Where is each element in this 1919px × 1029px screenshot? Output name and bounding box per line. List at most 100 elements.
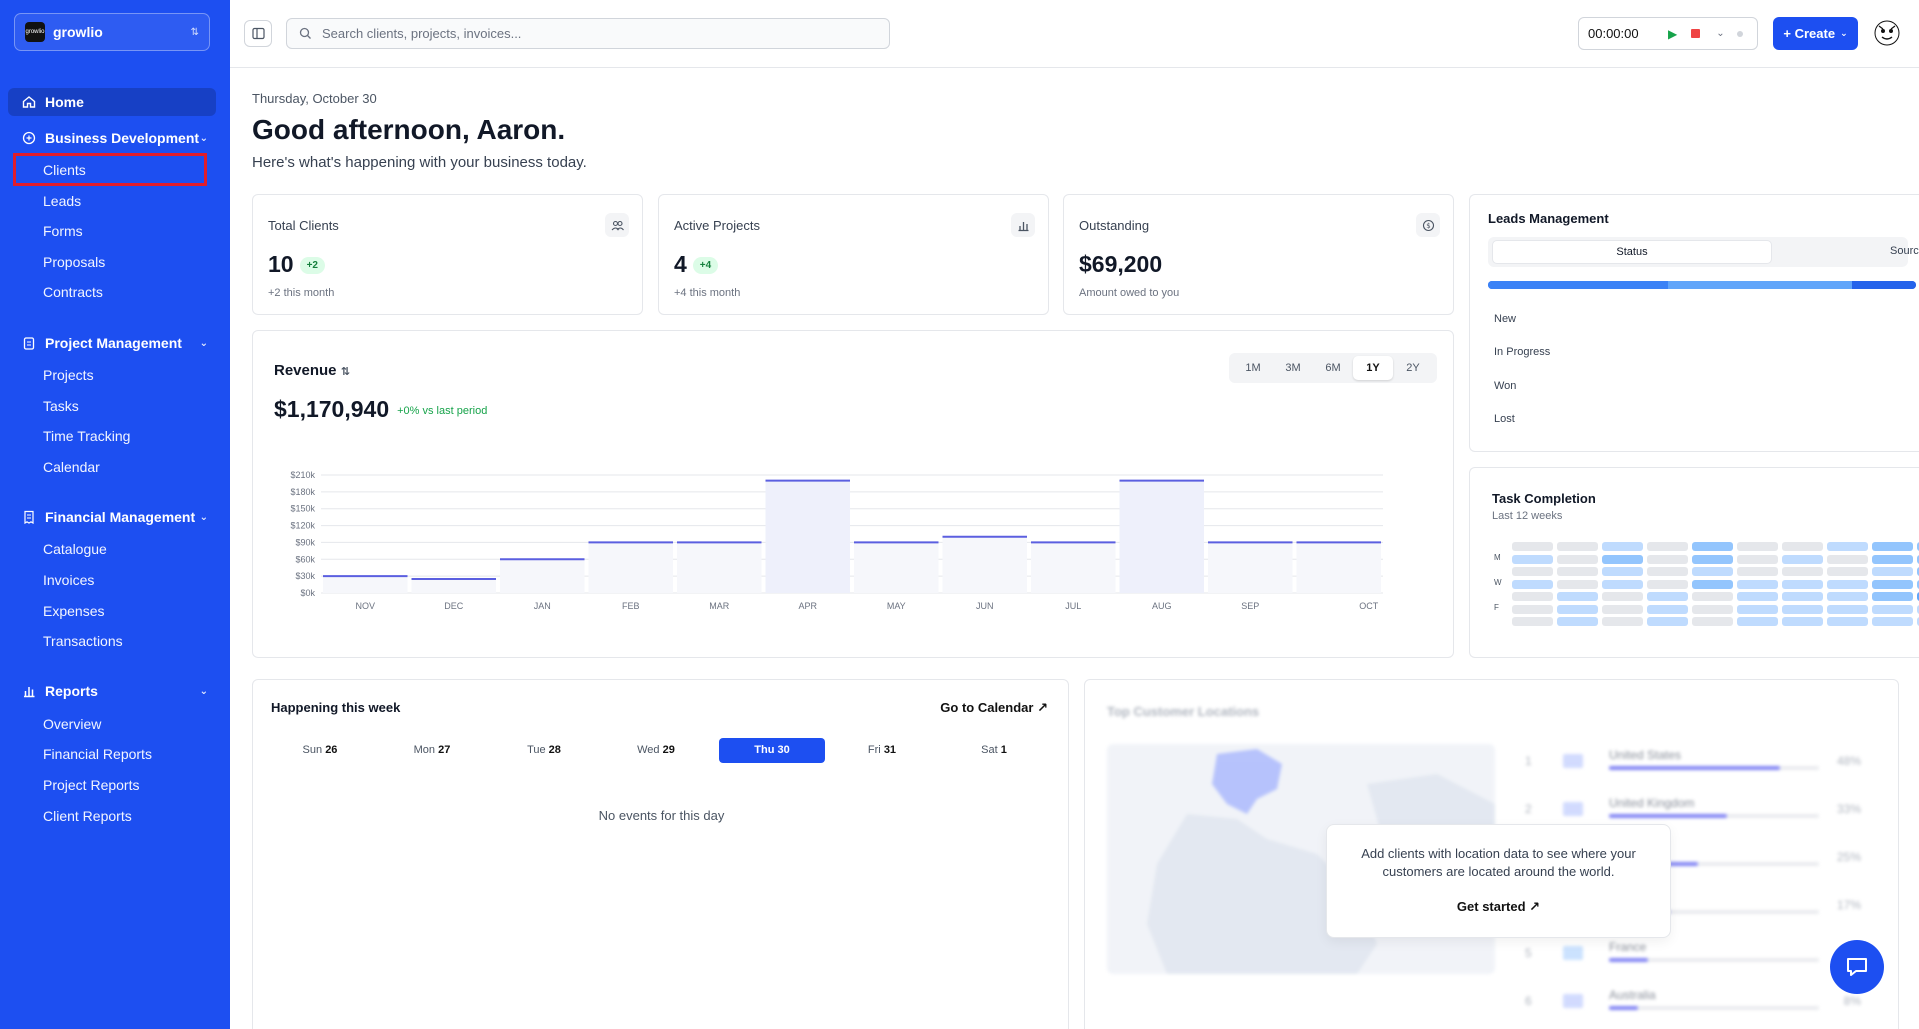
y-tick-label: $90k — [295, 537, 315, 547]
location-percent: 8% — [1843, 994, 1861, 1008]
stat-card-outstanding[interactable]: Outstanding $ $69,200 Amount owed to you — [1063, 194, 1454, 315]
x-tick-label: JUN — [976, 601, 994, 611]
tab-source[interactable]: Source — [1890, 245, 1919, 257]
heatmap-cell — [1692, 604, 1733, 614]
heatmap-cell — [1917, 542, 1919, 551]
sidebar-item-catalogue[interactable]: Catalogue — [43, 541, 107, 557]
search-bar[interactable] — [286, 18, 890, 49]
x-tick-label: MAR — [709, 601, 730, 611]
sidebar-item-overview[interactable]: Overview — [43, 716, 102, 732]
stat-value: 4 +4 — [674, 251, 719, 278]
heatmap-cell — [1827, 579, 1868, 589]
sidebar-group-reports[interactable]: Reports ⌄ — [22, 680, 208, 702]
day-tab-sat[interactable]: Sat 1 — [941, 738, 1047, 763]
create-button[interactable]: + Create ⌄ — [1773, 17, 1858, 50]
sidebar-toggle-button[interactable] — [244, 20, 272, 47]
sidebar-item-project-reports[interactable]: Project Reports — [43, 777, 140, 793]
day-name: Mon — [413, 744, 436, 756]
sidebar-item-clients[interactable]: Clients — [43, 162, 86, 178]
heatmap-cell — [1647, 542, 1688, 551]
day-number: 28 — [548, 744, 561, 756]
go-to-calendar-label: Go to Calendar — [940, 700, 1034, 715]
sidebar-item-expenses[interactable]: Expenses — [43, 603, 105, 619]
sidebar-item-tasks[interactable]: Tasks — [43, 398, 79, 414]
location-share-track — [1609, 766, 1819, 770]
range-3m[interactable]: 3M — [1285, 362, 1301, 374]
range-6m[interactable]: 6M — [1325, 362, 1341, 374]
sidebar-group-financial-management[interactable]: Financial Management ⌄ — [22, 506, 208, 528]
workspace-switcher[interactable]: growlio growlio ⇅ — [14, 13, 210, 51]
range-1m[interactable]: 1M — [1245, 362, 1261, 374]
location-row: 1 United States 48% — [1525, 748, 1865, 794]
sidebar-item-invoices[interactable]: Invoices — [43, 572, 95, 588]
topbar: 00:00:00 ▶ ⌄ + Create ⌄ — [230, 0, 1919, 68]
search-input[interactable] — [322, 26, 862, 41]
y-tick-label: $30k — [295, 571, 315, 581]
sidebar-item-calendar[interactable]: Calendar — [43, 459, 100, 475]
page-subtitle: Here's what's happening with your busine… — [252, 154, 587, 171]
x-tick-label: SEP — [1241, 601, 1259, 611]
sidebar-item-forms[interactable]: Forms — [43, 223, 83, 239]
day-tab-thu[interactable]: Thu 30 — [719, 738, 825, 763]
heatmap-cell — [1692, 617, 1733, 626]
range-2y[interactable]: 2Y — [1406, 362, 1420, 374]
sidebar-item-contracts[interactable]: Contracts — [43, 284, 103, 300]
play-icon[interactable]: ▶ — [1668, 26, 1678, 41]
sidebar-item-home[interactable]: Home — [8, 88, 216, 116]
location-rank: 2 — [1525, 802, 1532, 816]
get-started-link[interactable]: Get started ↗ — [1327, 899, 1670, 915]
day-tab-sun[interactable]: Sun 26 — [267, 738, 373, 763]
sidebar-toggle-icon — [251, 27, 265, 40]
users-icon — [605, 213, 629, 237]
chevron-down-icon: ⌄ — [199, 132, 208, 144]
stop-icon[interactable] — [1691, 29, 1701, 38]
avatar[interactable] — [1872, 18, 1902, 48]
sidebar-group-business-development[interactable]: Business Development ⌄ — [22, 127, 208, 149]
sidebar-item-financial-reports[interactable]: Financial Reports — [43, 746, 152, 762]
x-tick-label: JAN — [534, 601, 551, 611]
go-to-calendar-link[interactable]: Go to Calendar ↗ — [940, 700, 1048, 716]
heatmap-cell — [1692, 542, 1733, 551]
sidebar-item-label: Home — [45, 94, 84, 110]
day-number: 31 — [883, 744, 897, 756]
sidebar-item-proposals[interactable]: Proposals — [43, 254, 106, 270]
sidebar-item-projects[interactable]: Projects — [43, 367, 94, 383]
sidebar-item-time-tracking[interactable]: Time Tracking — [43, 428, 131, 444]
day-tab-fri[interactable]: Fri 31 — [829, 738, 935, 763]
location-share-fill — [1609, 814, 1727, 818]
help-chat-button[interactable] — [1830, 940, 1884, 994]
stat-card-active-projects[interactable]: Active Projects 4 +4 +4 this month — [658, 194, 1049, 315]
tab-status[interactable]: Status — [1492, 240, 1772, 264]
day-tab-tue[interactable]: Tue 28 — [491, 738, 597, 763]
heatmap-cell — [1827, 592, 1868, 601]
x-tick-label: APR — [798, 601, 817, 611]
heatmap-cell — [1737, 617, 1778, 626]
range-1y[interactable]: 1Y — [1353, 356, 1393, 380]
heatmap-cell — [1692, 579, 1733, 589]
stat-card-total-clients[interactable]: Total Clients 10 +2 +2 this month — [252, 194, 643, 315]
location-name: United Kingdom — [1609, 796, 1695, 810]
sidebar-item-transactions[interactable]: Transactions — [43, 633, 123, 649]
sidebar-item-leads[interactable]: Leads — [43, 193, 82, 209]
heatmap-cell — [1782, 579, 1823, 589]
day-tab-mon[interactable]: Mon 27 — [379, 738, 485, 763]
x-tick-label: OCT — [1359, 601, 1379, 611]
revenue-title[interactable]: Revenue ⇅ — [274, 362, 350, 379]
day-tab-wed[interactable]: Wed 29 — [603, 738, 709, 763]
heatmap-cell — [1872, 617, 1913, 626]
heatmap-cell — [1557, 579, 1598, 589]
sidebar-item-client-reports[interactable]: Client Reports — [43, 808, 132, 824]
revenue-card: Revenue ⇅ $1,170,940 +0% vs last period 1… — [252, 330, 1454, 658]
heatmap-cell — [1737, 542, 1778, 551]
y-tick-label: $60k — [295, 554, 315, 564]
chevron-up-down-icon: ⇅ — [340, 366, 350, 378]
revenue-bar — [1119, 480, 1204, 593]
heatmap-cell — [1512, 567, 1553, 576]
revenue-bar — [765, 480, 850, 593]
chevron-down-icon[interactable]: ⌄ — [1716, 28, 1725, 39]
day-number: 1 — [1000, 744, 1007, 756]
sidebar-group-project-management[interactable]: Project Management ⌄ — [22, 332, 208, 354]
lead-status-new: New — [1494, 313, 1517, 325]
bar-chart-icon — [1011, 213, 1035, 237]
heatmap-cell — [1782, 604, 1823, 614]
